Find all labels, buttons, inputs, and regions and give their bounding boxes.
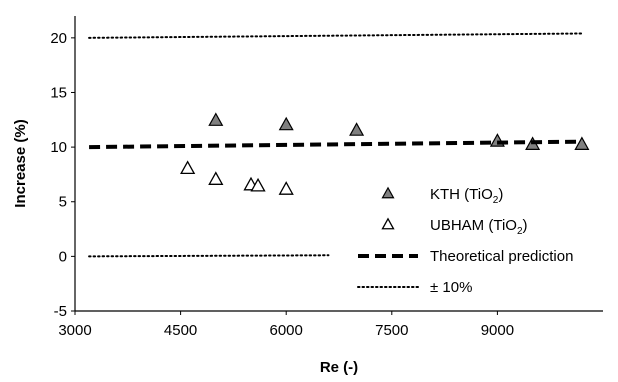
data-point-series-0 bbox=[278, 116, 294, 131]
y-tick-label: 20 bbox=[50, 30, 67, 47]
data-point-series-1 bbox=[180, 160, 196, 175]
data-point-series-1 bbox=[250, 177, 266, 192]
y-tick-label: 0 bbox=[59, 248, 67, 265]
x-tick-label: 6000 bbox=[270, 322, 303, 339]
x-axis-label: Re (-) bbox=[320, 359, 358, 376]
x-tick-label: 7500 bbox=[375, 322, 408, 339]
legend-label-series-0: KTH (TiO2) bbox=[430, 186, 503, 206]
data-point-series-1 bbox=[278, 181, 294, 195]
data-point-series-1 bbox=[208, 171, 224, 185]
bound-line-lower bbox=[88, 254, 330, 258]
plot-area bbox=[88, 32, 590, 258]
legend-label-series-2: Theoretical prediction bbox=[430, 248, 573, 265]
legend: KTH (TiO2) UBHAM (TiO2) Theoretical predic… bbox=[357, 186, 573, 296]
x-tick-label: 9000 bbox=[481, 322, 514, 339]
y-tick-label: 5 bbox=[59, 194, 67, 211]
axes bbox=[71, 16, 603, 315]
x-tick-label: 3000 bbox=[58, 322, 91, 339]
legend-marker-series-1 bbox=[381, 217, 395, 230]
y-tick-label: -5 bbox=[54, 303, 67, 320]
bound-line-upper bbox=[88, 32, 583, 39]
legend-label-series-1: UBHAM (TiO2) bbox=[430, 217, 528, 237]
data-point-series-0 bbox=[208, 112, 224, 126]
legend-marker-series-0 bbox=[381, 186, 395, 199]
theoretical-prediction-line bbox=[89, 139, 582, 150]
legend-label-bounds: ± 10% bbox=[430, 279, 472, 296]
data-point-series-0 bbox=[574, 136, 590, 150]
tick-labels: -5 0 5 10 15 20 3000 4500 6000 7500 9000 bbox=[50, 30, 514, 339]
x-tick-label: 4500 bbox=[164, 322, 197, 339]
y-tick-label: 15 bbox=[50, 84, 67, 101]
y-tick-label: 10 bbox=[50, 139, 67, 156]
data-point-series-0 bbox=[349, 122, 365, 136]
y-axis-label: Increase (%) bbox=[12, 119, 29, 207]
